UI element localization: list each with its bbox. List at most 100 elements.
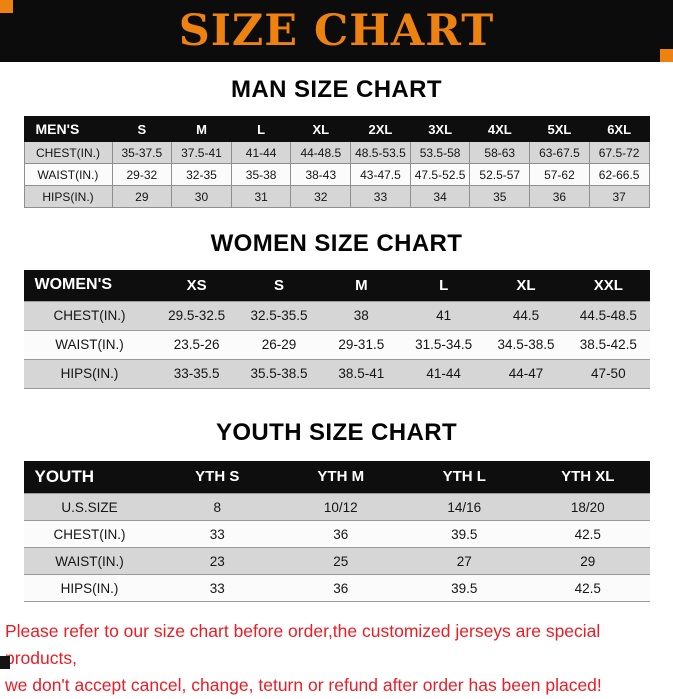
size-value-cell: 44-47 (484, 358, 568, 389)
size-value-cell: 31.5-34.5 (402, 329, 485, 359)
size-value-cell: 63-67.5 (529, 141, 590, 164)
table-header-row: MEN'S S M L XL 2XL 3XL 4XL 5XL 6XL (23, 116, 650, 142)
size-value-cell: 32.5-35.5 (237, 300, 321, 330)
note-line-1: Please refer to our size chart before or… (5, 621, 601, 668)
size-column-header: L (230, 116, 292, 142)
size-chart-banner: SIZE CHART (0, 0, 673, 62)
size-value-cell: 35 (469, 185, 531, 208)
size-value-cell: 39.5 (402, 574, 526, 602)
table-header-row: YOUTH YTH S YTH M YTH L YTH XL (23, 460, 650, 494)
size-value-cell: 48.5-53.5 (350, 141, 411, 164)
youth-size-heading: YOUTH SIZE CHART (215, 418, 458, 446)
size-value-cell: 29-31.5 (320, 329, 403, 359)
size-column-header: 6XL (588, 116, 650, 142)
size-value-cell: 33-35.5 (155, 358, 238, 389)
row-label-cell: WAIST(IN.) (23, 163, 113, 186)
size-value-cell: 42.5 (526, 520, 650, 548)
size-value-cell: 32 (290, 185, 352, 208)
size-value-cell: 62-66.5 (588, 163, 650, 186)
youth-size-table: YOUTH YTH S YTH M YTH L YTH XL U.S.SIZE 8 10/1… (23, 460, 650, 602)
row-label-cell: CHEST(IN.) (23, 141, 113, 164)
size-column-header: L (402, 270, 485, 301)
table-title-cell: MEN'S (23, 116, 113, 142)
size-value-cell: 35-38 (230, 163, 292, 186)
size-value-cell: 29-32 (111, 163, 173, 186)
size-value-cell: 38.5-41 (320, 358, 403, 389)
size-value-cell: 31 (230, 185, 292, 208)
order-policy-note: Please refer to our size chart before or… (0, 618, 673, 699)
size-value-cell: 57-62 (529, 163, 590, 186)
size-value-cell: 30 (171, 185, 232, 208)
size-value-cell: 23 (155, 547, 279, 575)
table-title-cell: WOMEN'S (23, 270, 156, 301)
size-value-cell: 44.5 (484, 300, 568, 330)
women-size-heading: WOMEN SIZE CHART (210, 230, 463, 257)
note-line-2: we don't accept cancel, change, teturn o… (5, 675, 602, 695)
size-column-header: S (237, 270, 321, 301)
table-row: HIPS(IN.) 33-35.5 35.5-38.5 38.5-41 41-44 44-… (23, 358, 650, 389)
size-value-cell: 47-50 (567, 358, 650, 389)
size-value-cell: 35-37.5 (111, 141, 173, 164)
size-value-cell: 33 (155, 520, 279, 548)
size-column-header: YTH XL (526, 460, 650, 494)
table-row: CHEST(IN.) 33 36 39.5 42.5 (23, 520, 650, 548)
row-label-cell: CHEST(IN.) (23, 520, 156, 548)
man-size-section: MAN SIZE CHART MEN'S S M L XL 2XL 3XL 4XL 5XL 6XL… (0, 76, 673, 208)
size-column-header: 5XL (529, 116, 590, 142)
size-value-cell: 41-44 (230, 141, 292, 164)
row-label-cell: HIPS(IN.) (23, 185, 113, 208)
size-column-header: XS (155, 270, 238, 301)
size-value-cell: 18/20 (526, 493, 650, 521)
size-column-header: M (171, 116, 232, 142)
women-size-table: WOMEN'S XS S M L XL XXL CHEST(IN.) 29.5-32.5 32.… (23, 270, 650, 389)
size-column-header: XXL (567, 270, 650, 301)
size-value-cell: 37.5-41 (171, 141, 232, 164)
corner-accent-top-left (0, 0, 13, 13)
size-value-cell: 44.5-48.5 (567, 300, 650, 330)
size-value-cell: 38 (320, 300, 403, 330)
table-row: CHEST(IN.) 35-37.5 37.5-41 41-44 44-48.5 48.5… (23, 141, 650, 164)
banner-title: SIZE CHART (178, 5, 495, 56)
corner-accent-bottom-left (0, 656, 10, 669)
size-column-header: YTH S (155, 460, 279, 494)
size-column-header: 2XL (350, 116, 411, 142)
man-size-table: MEN'S S M L XL 2XL 3XL 4XL 5XL 6XL CHEST(IN.) 35-3… (23, 116, 650, 208)
size-value-cell: 25 (279, 547, 403, 575)
size-value-cell: 47.5-52.5 (409, 163, 471, 186)
size-column-header: S (111, 116, 173, 142)
size-value-cell: 29 (526, 547, 650, 575)
row-label-cell: CHEST(IN.) (23, 300, 156, 330)
row-label-cell: U.S.SIZE (23, 493, 156, 521)
table-row: WAIST(IN.) 29-32 32-35 35-38 38-43 43-47.5 47.… (23, 163, 650, 186)
row-label-cell: HIPS(IN.) (23, 358, 156, 389)
size-value-cell: 44-48.5 (290, 141, 352, 164)
size-column-header: XL (290, 116, 352, 142)
size-column-header: YTH L (402, 460, 526, 494)
size-value-cell: 34.5-38.5 (484, 329, 568, 359)
size-value-cell: 14/16 (402, 493, 526, 521)
table-row: U.S.SIZE 8 10/12 14/16 18/20 (23, 493, 650, 521)
size-value-cell: 43-47.5 (350, 163, 411, 186)
man-size-heading: MAN SIZE CHART (231, 76, 442, 103)
row-label-cell: WAIST(IN.) (23, 547, 156, 575)
table-title-cell: YOUTH (23, 460, 156, 494)
size-value-cell: 42.5 (526, 574, 650, 602)
size-value-cell: 36 (279, 574, 403, 602)
size-value-cell: 33 (155, 574, 279, 602)
size-value-cell: 38-43 (290, 163, 352, 186)
size-column-header: XL (484, 270, 568, 301)
size-value-cell: 29.5-32.5 (155, 300, 238, 330)
size-value-cell: 53.5-58 (409, 141, 471, 164)
women-size-section: WOMEN SIZE CHART WOMEN'S XS S M L XL XXL CHEST… (0, 230, 673, 389)
size-value-cell: 36 (529, 185, 590, 208)
size-value-cell: 58-63 (469, 141, 531, 164)
table-header-row: WOMEN'S XS S M L XL XXL (23, 270, 650, 301)
size-value-cell: 27 (402, 547, 526, 575)
size-value-cell: 35.5-38.5 (237, 358, 321, 389)
youth-size-section: YOUTH SIZE CHART YOUTH YTH S YTH M YTH L YTH… (0, 418, 673, 602)
size-value-cell: 33 (350, 185, 411, 208)
size-value-cell: 37 (588, 185, 650, 208)
size-value-cell: 10/12 (279, 493, 403, 521)
table-row: HIPS(IN.) 29 30 31 32 33 34 35 36 37 (23, 185, 650, 208)
